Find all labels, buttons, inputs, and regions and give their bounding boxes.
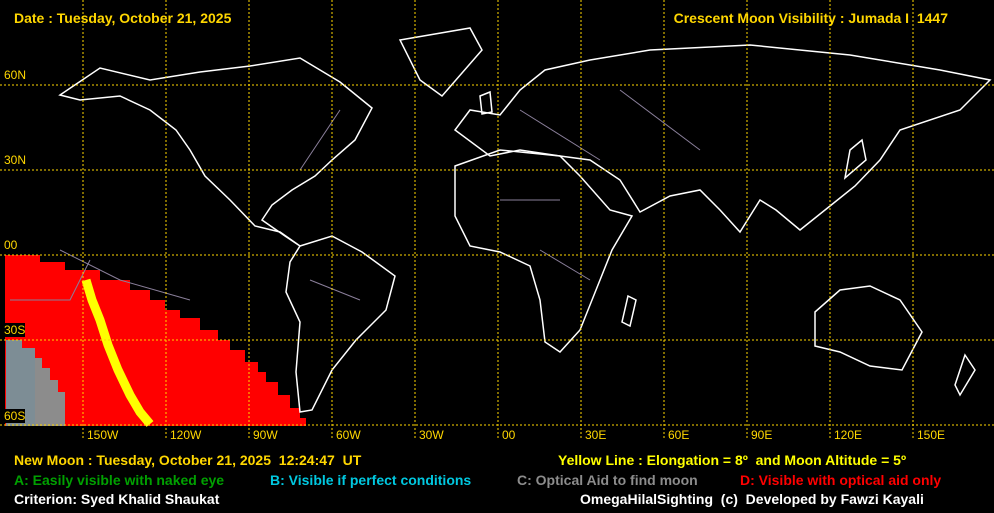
coastline-japan [843, 138, 867, 180]
lon-label: 60E [668, 428, 690, 442]
lat-label-60s: 60S [4, 409, 26, 423]
coastline-madagascar [621, 294, 637, 328]
lat-label-30s: 30S [4, 323, 26, 337]
coastline-north-america [58, 57, 373, 247]
lon-label: 150W [87, 428, 119, 442]
lon-label: 120E [834, 428, 863, 442]
coastline-australia [814, 285, 923, 371]
yellow-line-legend: Yellow Line : Elongation = 8º and Moon A… [558, 452, 907, 468]
lon-label: 30E [585, 428, 607, 442]
lat-label-30n: 30N [4, 153, 27, 167]
legend-d: D: Visible with optical aid only [740, 472, 942, 488]
lat-lon-grid [0, 0, 994, 440]
coastline-eurasia [453, 44, 992, 234]
lon-label: 120W [170, 428, 202, 442]
country-border [519, 109, 601, 161]
legend-c: C: Optical Aid to find moon [517, 472, 698, 488]
visibility-zones [5, 255, 306, 427]
coastline-uk [479, 90, 493, 115]
lon-label: 150E [917, 428, 946, 442]
zone-d-region [5, 255, 306, 426]
lon-label: 90E [751, 428, 773, 442]
yellow-line [81, 278, 154, 427]
country-border [619, 89, 701, 151]
legend-b: B: Visible if perfect conditions [270, 472, 472, 488]
country-border [309, 279, 361, 301]
lon-label: 90W [253, 428, 278, 442]
map-title: Crescent Moon Visibility : Jumada I 1447 [673, 10, 948, 26]
new-moon-label: New Moon : Tuesday, October 21, 2025 12:… [14, 452, 362, 468]
lat-label-60n: 60N [4, 68, 27, 82]
country-border [59, 249, 191, 301]
country-border [299, 109, 341, 171]
criterion-label: Criterion: Syed Khalid Shaukat [14, 491, 220, 507]
date-label: Date : Tuesday, October 21, 2025 [14, 10, 232, 26]
lon-label: 00 [502, 428, 516, 442]
coastline-greenland [398, 27, 483, 98]
lon-label: 30W [419, 428, 444, 442]
lon-label: 60W [336, 428, 361, 442]
coastlines [10, 27, 992, 413]
legend-a: A: Easily visible with naked eye [14, 472, 225, 488]
zone-c-region [6, 340, 65, 426]
credit-label: OmegaHilalSighting (c) Developed by Fawz… [580, 491, 924, 507]
zone-b-tint [6, 340, 35, 426]
coastline-new-zealand [954, 353, 976, 397]
coastline-africa [454, 149, 634, 353]
coastline-south-america [285, 235, 396, 413]
lat-label-0: 00 [4, 238, 18, 252]
